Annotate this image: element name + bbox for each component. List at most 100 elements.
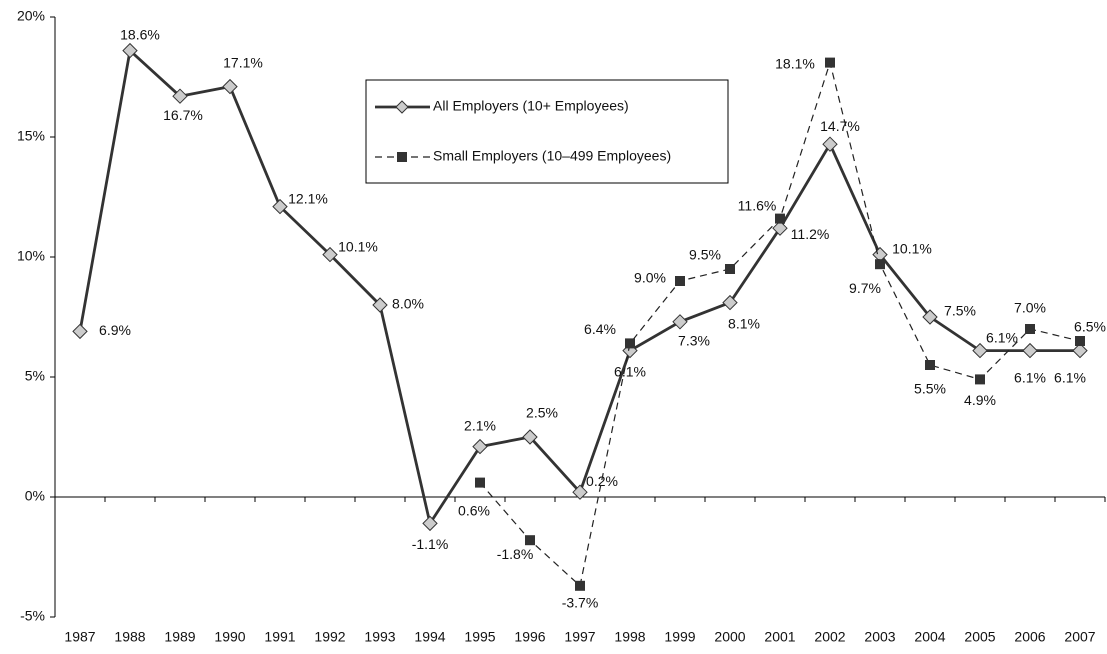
point-marker: [1025, 324, 1035, 334]
x-tick-label: 1988: [114, 629, 145, 645]
y-tick-label: 15%: [17, 128, 45, 144]
x-tick-label: 1990: [214, 629, 245, 645]
y-tick-label: 10%: [17, 248, 45, 264]
legend-marker: [397, 152, 407, 162]
data-label: 9.7%: [849, 280, 881, 296]
point-marker: [972, 342, 988, 359]
data-label: 6.1%: [614, 363, 646, 379]
data-label: 6.1%: [1054, 369, 1086, 385]
data-label: 2.5%: [526, 405, 558, 421]
point-marker: [575, 580, 585, 591]
data-label: 8.0%: [392, 296, 424, 312]
x-tick-label: 2004: [914, 629, 945, 645]
data-label: 11.2%: [791, 226, 830, 242]
data-label: 18.1%: [775, 55, 815, 71]
point-marker: [875, 259, 885, 270]
data-label: -1.8%: [497, 546, 534, 562]
point-marker: [672, 314, 688, 330]
data-label: 10.1%: [892, 240, 932, 256]
point-marker: [172, 88, 188, 104]
x-tick-label: 1998: [614, 629, 645, 645]
y-tick-label: -5%: [20, 608, 45, 624]
data-label: 14.7%: [820, 118, 860, 134]
data-label: 6.9%: [99, 322, 131, 338]
x-tick-label: 1991: [264, 629, 295, 645]
point-marker: [975, 374, 985, 385]
data-label: 4.9%: [964, 392, 996, 408]
point-marker: [222, 78, 238, 95]
x-tick-label: 1992: [314, 629, 345, 645]
point-marker: [1022, 342, 1038, 359]
point-marker: [572, 484, 588, 500]
x-tick-label: 2007: [1064, 629, 1095, 645]
data-label: 0.2%: [586, 473, 618, 489]
data-label: 12.1%: [288, 190, 328, 206]
point-marker: [1072, 342, 1088, 359]
data-label: 5.5%: [914, 381, 946, 397]
legend-marker: [395, 100, 409, 114]
point-marker: [1075, 336, 1085, 346]
point-marker: [525, 535, 535, 546]
data-label: 8.1%: [728, 315, 760, 331]
point-marker: [372, 297, 388, 313]
y-tick-label: 0%: [25, 488, 45, 504]
data-label: -3.7%: [562, 595, 599, 611]
point-marker: [475, 477, 485, 488]
x-tick-label: 2000: [714, 629, 745, 645]
x-tick-label: 2002: [814, 629, 845, 645]
data-label: 10.1%: [338, 238, 378, 254]
point-marker: [822, 136, 838, 152]
legend-label: Small Employers (10–499 Employees): [433, 148, 671, 164]
data-label: 0.6%: [458, 502, 490, 518]
y-tick-label: 20%: [17, 8, 45, 24]
point-marker: [722, 294, 738, 311]
data-label: 6.1%: [986, 329, 1018, 345]
legend: All Employers (10+ Employees) Small Emplo…: [365, 79, 729, 184]
data-label: 2.1%: [464, 417, 496, 433]
data-label: 6.4%: [584, 321, 616, 337]
data-label: 7.0%: [1014, 300, 1046, 316]
legend-label: All Employers (10+ Employees): [433, 98, 629, 114]
point-marker: [122, 42, 138, 59]
point-marker: [925, 360, 935, 370]
x-tick-label: 1994: [414, 629, 445, 645]
data-label: 9.5%: [689, 247, 721, 263]
data-label: 7.3%: [678, 333, 710, 349]
data-label: 9.0%: [634, 270, 666, 286]
data-label: 16.7%: [163, 107, 203, 123]
point-marker: [775, 213, 785, 224]
x-tick-label: 2001: [764, 629, 795, 645]
point-marker: [422, 515, 438, 532]
data-label: 18.6%: [120, 26, 160, 42]
x-tick-label: 2006: [1014, 629, 1045, 645]
x-tick-label: 1989: [164, 629, 195, 645]
point-marker: [272, 198, 288, 215]
point-marker: [922, 309, 938, 325]
point-marker: [72, 323, 88, 340]
x-tick-label: 1996: [514, 629, 545, 645]
data-label: 6.5%: [1074, 319, 1106, 335]
point-marker: [522, 429, 538, 445]
x-tick-label: 1997: [564, 629, 595, 645]
x-tick-label: 1999: [664, 629, 695, 645]
data-label: 6.1%: [1014, 369, 1046, 385]
data-label: -1.1%: [412, 536, 449, 552]
y-tick-label: 5%: [25, 368, 45, 384]
point-marker: [772, 220, 788, 236]
x-tick-label: 1995: [464, 629, 495, 645]
point-marker: [675, 276, 685, 286]
data-label: 7.5%: [944, 303, 976, 319]
point-marker: [625, 338, 635, 349]
x-tick-label: 1993: [364, 629, 395, 645]
point-marker: [472, 438, 488, 455]
point-marker: [825, 57, 835, 68]
data-label: 17.1%: [223, 54, 263, 70]
x-tick-label: 2003: [864, 629, 895, 645]
point-marker: [322, 246, 338, 263]
data-label: 11.6%: [738, 197, 777, 213]
point-marker: [725, 264, 735, 274]
x-tick-label: 1987: [64, 629, 95, 645]
legend-box: [365, 79, 729, 184]
x-tick-label: 2005: [964, 629, 995, 645]
